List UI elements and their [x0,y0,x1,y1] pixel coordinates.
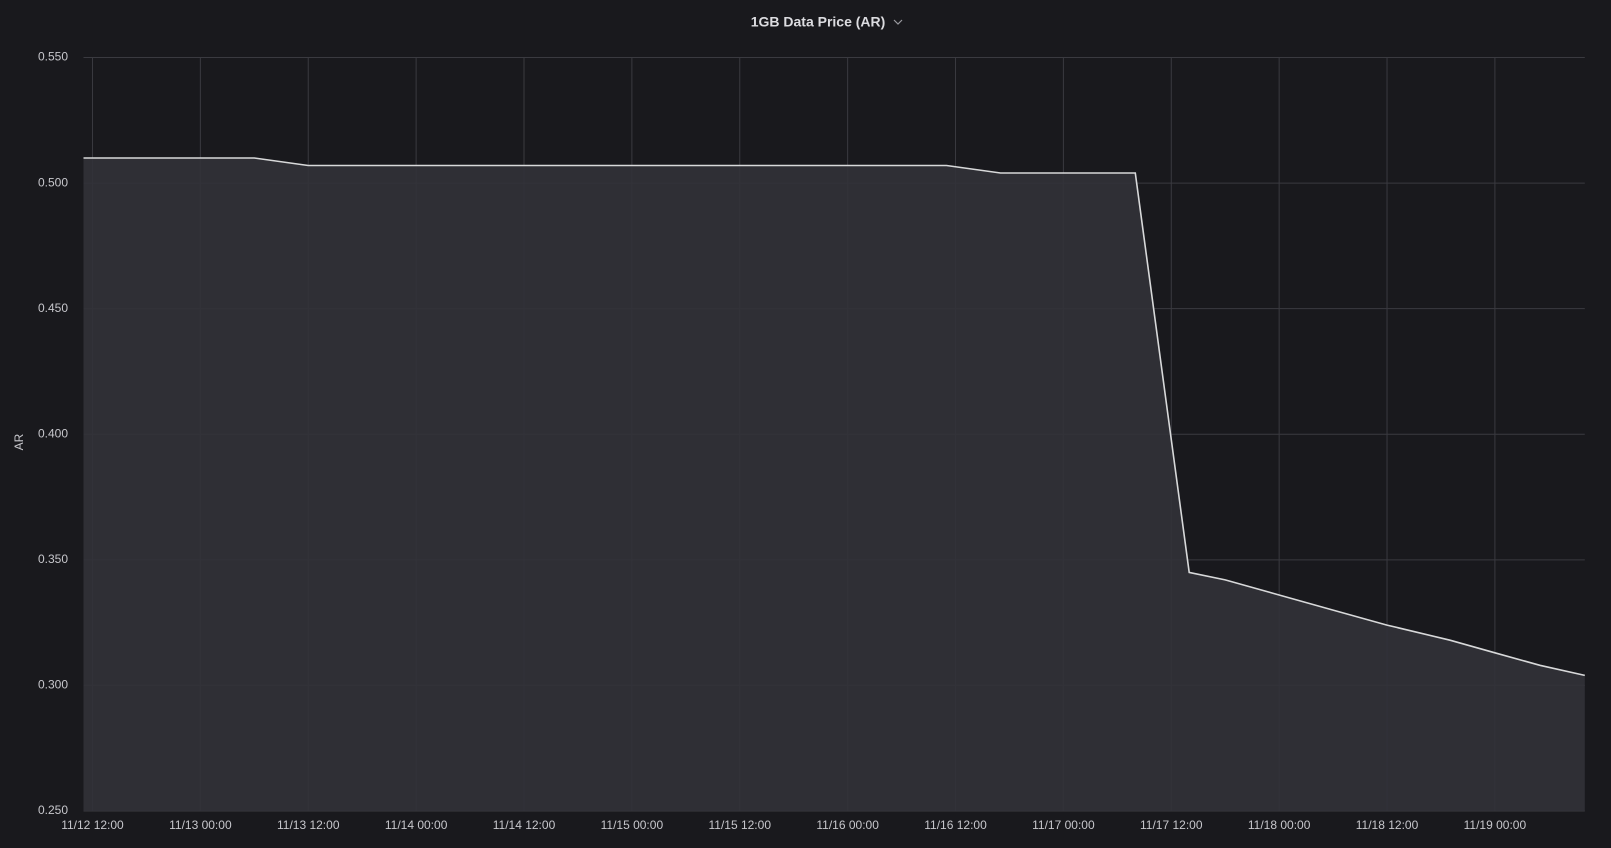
x-tick-label: 11/13 12:00 [277,818,340,832]
x-tick-label: 11/16 12:00 [924,818,987,832]
x-tick-label: 11/13 00:00 [169,818,232,832]
y-tick-label: 0.250 [38,803,68,817]
y-tick-label: 0.300 [38,678,68,692]
y-tick-label: 0.550 [38,50,68,64]
y-tick-label: 0.400 [38,426,68,440]
x-tick-label: 11/19 00:00 [1464,818,1527,832]
y-tick-label: 0.350 [38,552,68,566]
y-axis-label: AR [12,433,26,450]
x-tick-label: 11/18 12:00 [1356,818,1419,832]
x-tick-label: 11/15 00:00 [601,818,664,832]
x-tick-label: 11/14 12:00 [493,818,556,832]
area-fill [83,158,1585,811]
x-tick-label: 11/12 12:00 [61,818,124,832]
x-tick-label: 11/18 00:00 [1248,818,1311,832]
x-tick-label: 11/15 12:00 [708,818,771,832]
chart-title[interactable]: 1GB Data Price (AR) [751,14,886,30]
x-tick-label: 11/14 00:00 [385,818,448,832]
x-tick-label: 11/17 12:00 [1140,818,1203,832]
y-tick-label: 0.500 [38,175,68,189]
x-tick-label: 11/16 00:00 [816,818,879,832]
line [83,157,1585,677]
x-tick-label: 11/17 00:00 [1032,818,1095,832]
title-menu-chevron[interactable] [893,19,903,25]
y-tick-label: 0.450 [38,301,68,315]
